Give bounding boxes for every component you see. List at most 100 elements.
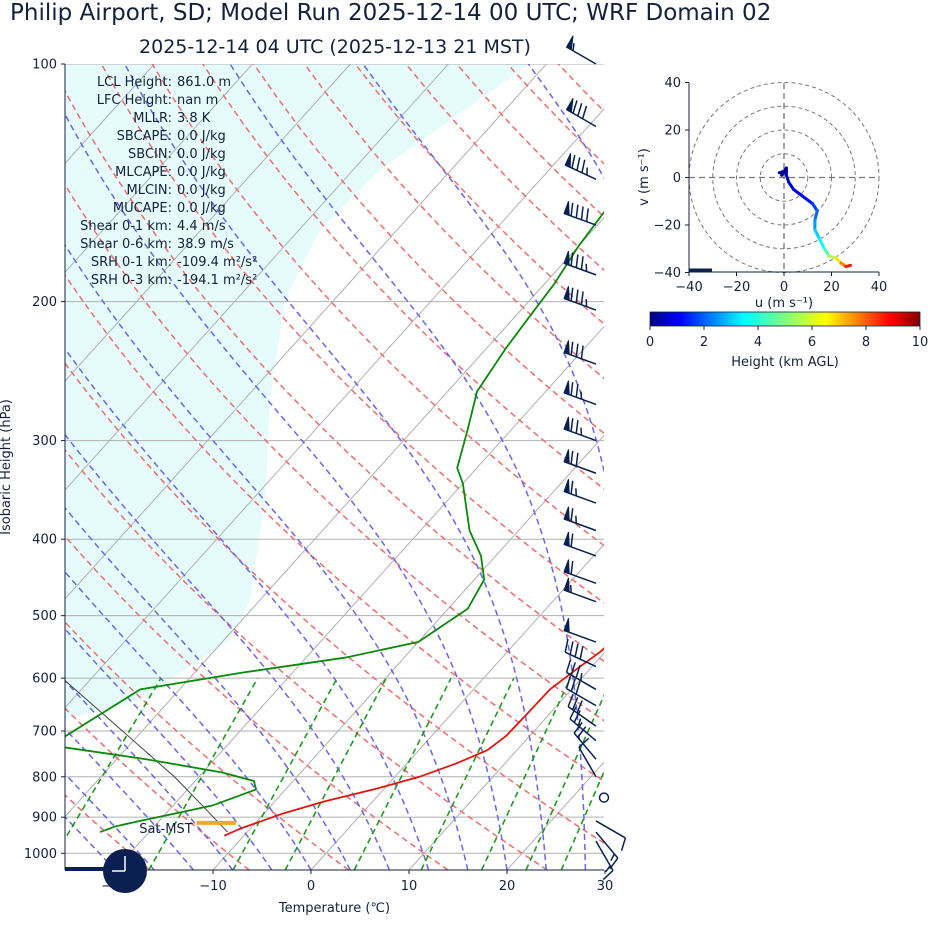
dry-adiabat bbox=[151, 64, 604, 547]
index-label: MUCAPE: bbox=[113, 201, 172, 216]
hodograph-ring bbox=[759, 153, 809, 202]
barb-staff bbox=[573, 732, 597, 760]
wind-barb bbox=[563, 340, 597, 365]
colorbar-tick-label: 8 bbox=[862, 335, 870, 350]
y-tick-label: 700 bbox=[32, 725, 57, 740]
index-label: SBCIN: bbox=[128, 147, 172, 162]
barb-feather bbox=[570, 450, 574, 465]
barb-feather bbox=[569, 641, 574, 655]
index-value: 0.0 J/kg bbox=[177, 147, 226, 162]
mixing-ratio-line bbox=[525, 693, 604, 870]
mixing-ratio-line bbox=[65, 677, 162, 841]
isotherm-line bbox=[65, 217, 604, 818]
moist-adiabat bbox=[527, 64, 604, 180]
barb-feather bbox=[575, 664, 581, 679]
dry-adiabat bbox=[65, 362, 604, 844]
wind-barbs bbox=[563, 35, 627, 881]
moist-adiabat bbox=[65, 570, 312, 870]
dry-adiabat bbox=[405, 64, 604, 272]
barb-feather bbox=[565, 659, 572, 673]
dry-adiabat bbox=[65, 535, 449, 870]
mixing-ratio-line bbox=[284, 677, 387, 870]
moist-adiabat bbox=[65, 347, 430, 870]
barb-feather bbox=[573, 710, 581, 723]
barb-feather bbox=[580, 673, 583, 681]
index-value: nan m bbox=[177, 93, 218, 108]
index-label: MLLR: bbox=[133, 111, 172, 126]
barb-feather bbox=[564, 638, 569, 653]
barb-feather bbox=[581, 105, 588, 119]
colorbar-tick-label: 4 bbox=[754, 335, 762, 350]
barb-feather bbox=[570, 662, 576, 676]
wind-barb bbox=[595, 831, 619, 870]
moist-adiabat bbox=[65, 433, 391, 870]
wind-barb bbox=[565, 659, 597, 691]
hodograph-segment bbox=[844, 263, 852, 269]
index-value: -194.1 m²/s² bbox=[177, 273, 257, 288]
wind-barb bbox=[578, 737, 597, 778]
barb-feather bbox=[570, 560, 574, 575]
mixing-ratio-line bbox=[616, 678, 696, 870]
dry-adiabat bbox=[303, 64, 604, 380]
wind-barb bbox=[563, 479, 597, 504]
colorbar-tick-label: 2 bbox=[700, 335, 708, 350]
hodograph-x-tick-label: 40 bbox=[871, 280, 888, 295]
barb-flag bbox=[563, 340, 570, 356]
barb-feather bbox=[569, 706, 577, 720]
hodograph-ring bbox=[712, 105, 856, 250]
barb-staff bbox=[578, 746, 597, 778]
barb-feather bbox=[570, 418, 574, 432]
barb-feather bbox=[577, 718, 582, 727]
barb-feather bbox=[570, 508, 574, 522]
barb-feather bbox=[580, 256, 584, 270]
moist-adiabat bbox=[65, 506, 351, 870]
moist-adiabat bbox=[362, 64, 604, 475]
hodograph-segment bbox=[813, 209, 819, 222]
wind-barb bbox=[564, 152, 597, 181]
barb-feather bbox=[570, 533, 574, 547]
barb-feather bbox=[580, 345, 584, 359]
barb-feather bbox=[575, 681, 581, 695]
barb-feather bbox=[570, 287, 574, 302]
barb-feather bbox=[580, 291, 584, 305]
index-value: 38.9 m/s bbox=[177, 237, 234, 252]
mixing-ratio-line bbox=[353, 677, 452, 870]
hodograph-x-tick-label: −40 bbox=[675, 280, 702, 295]
barb-feather bbox=[605, 865, 611, 873]
sat-mst-label: Sat-MST bbox=[139, 822, 192, 837]
x-tick-label: 20 bbox=[499, 879, 516, 894]
wind-barb bbox=[563, 449, 597, 474]
y-tick-label: 300 bbox=[32, 434, 57, 449]
dry-adiabat bbox=[65, 794, 151, 870]
isotherm-line bbox=[65, 108, 604, 709]
barb-feather bbox=[575, 289, 579, 303]
barb-feather bbox=[575, 343, 579, 358]
wind-barb bbox=[563, 416, 597, 442]
dewpoint-profile bbox=[65, 210, 604, 833]
moist-adiabat bbox=[65, 627, 273, 870]
sounding-indices: LCL Height: 861.0 m LFC Height: nan m MLLR: 3… bbox=[80, 75, 257, 288]
hodograph-x-tick-label: −20 bbox=[723, 280, 750, 295]
y-tick-label: 800 bbox=[32, 770, 57, 785]
barb-flag bbox=[563, 250, 570, 266]
moist-adiabat bbox=[123, 64, 547, 870]
wind-barb bbox=[563, 531, 597, 557]
barb-feather bbox=[570, 252, 574, 266]
y-tick-label: 500 bbox=[32, 609, 57, 624]
mixing-ratio-line bbox=[480, 677, 572, 870]
wind-barb bbox=[563, 618, 597, 643]
wind-barb bbox=[563, 250, 597, 276]
hodograph-segment bbox=[813, 228, 822, 241]
barb-feather bbox=[610, 853, 615, 862]
moist-adiabat bbox=[65, 112, 508, 870]
isotherm-line bbox=[65, 64, 351, 382]
y-tick-label: 900 bbox=[32, 811, 57, 826]
wind-barb bbox=[563, 286, 597, 311]
moist-adiabat bbox=[65, 679, 234, 870]
x-tick-label: 30 bbox=[597, 879, 614, 894]
moist-adiabat bbox=[65, 243, 469, 870]
x-axis-label: Temperature (℃) bbox=[278, 901, 390, 916]
barb-feather bbox=[575, 204, 579, 219]
x-tick-label: −10 bbox=[199, 879, 226, 894]
